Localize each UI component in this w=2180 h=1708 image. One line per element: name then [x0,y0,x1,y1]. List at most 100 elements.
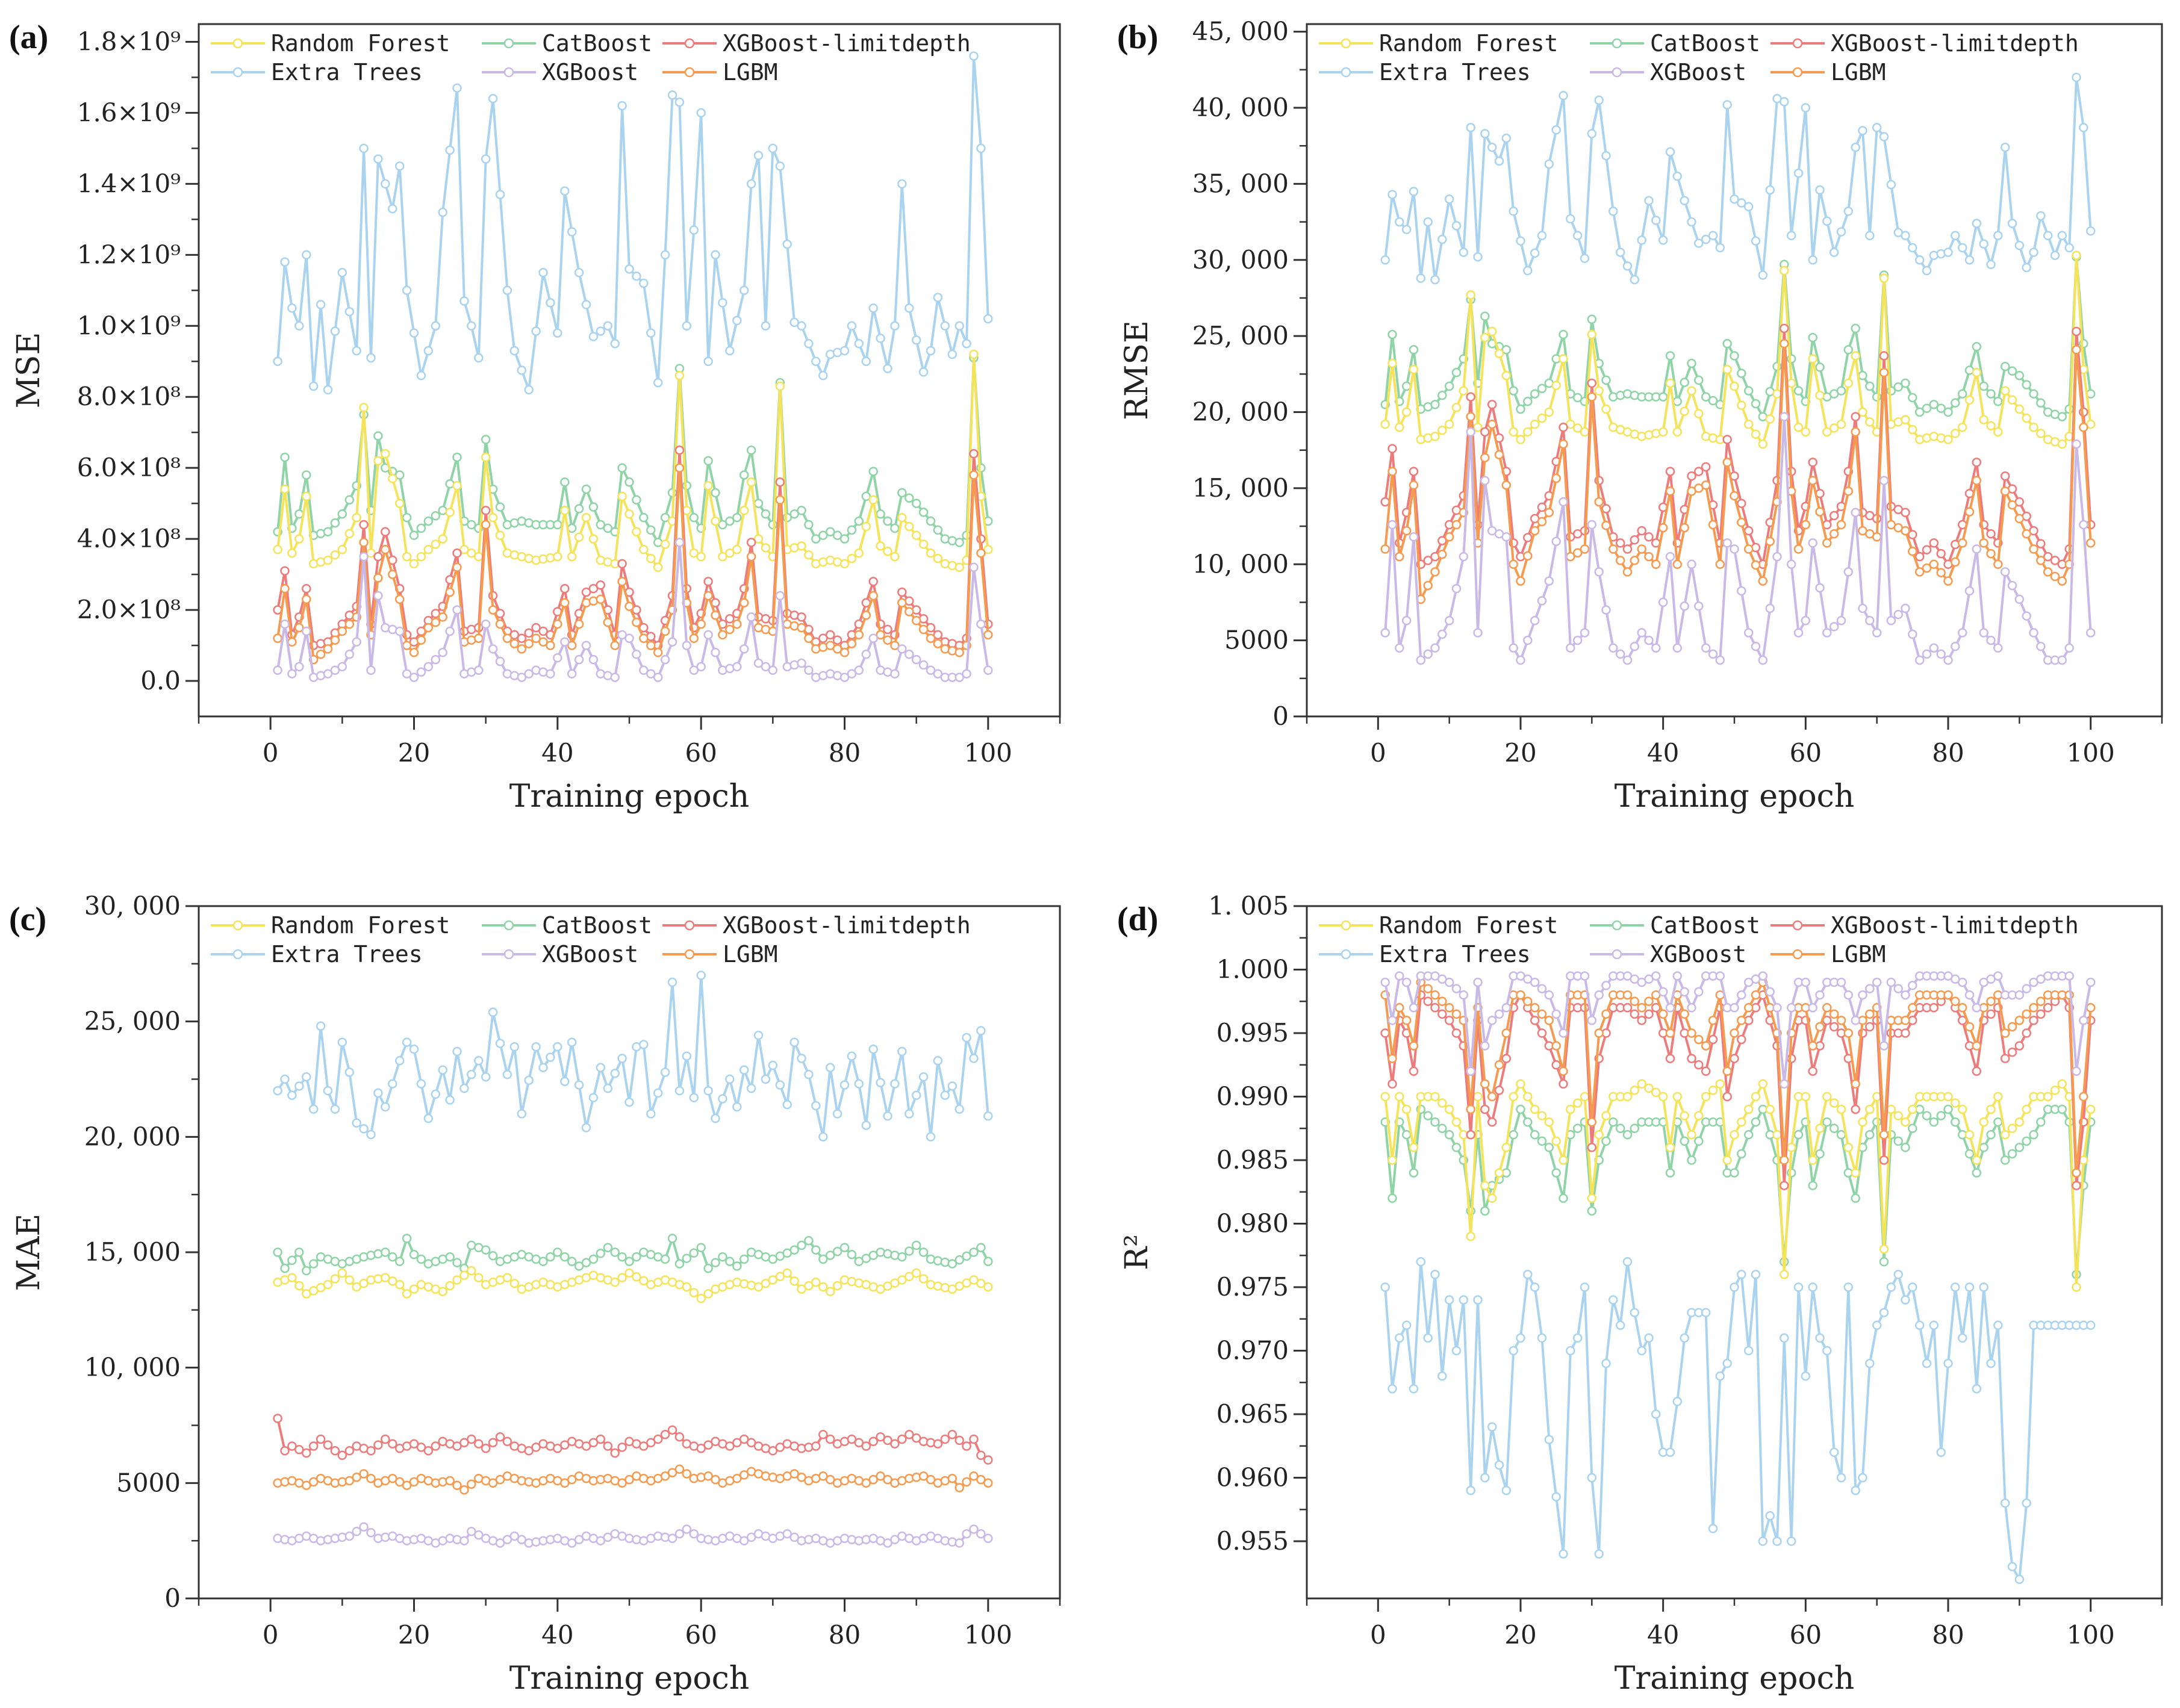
data-point [302,594,311,604]
data-point [1808,1003,1817,1013]
data-point [1423,1111,1433,1120]
data-point [1822,1117,1832,1127]
data-point [373,551,383,562]
data-point [1936,548,1946,559]
data-point [1409,532,1419,542]
data-point [588,534,599,544]
data-point [1964,255,1975,265]
data-point [273,665,282,675]
data-point [1901,990,1910,1000]
data-point [502,1436,512,1447]
x-tick-label: 40 [1647,738,1679,768]
data-point [596,1063,606,1073]
data-point [1758,655,1768,665]
data-point [2072,439,2081,449]
data-point [1993,971,2003,981]
data-point [531,1442,541,1452]
data-point [1936,1111,1946,1120]
data-point [789,1276,799,1286]
data-point [847,639,857,648]
data-point [1694,238,1704,248]
data-point [1395,1003,1404,1013]
data-point [294,1281,304,1291]
data-point [1665,351,1675,361]
data-point [1865,1358,1875,1368]
data-point [1951,641,1960,651]
data-point [574,504,584,514]
data-point [2036,1117,2046,1127]
data-point [1387,1384,1397,1394]
data-point [1401,407,1412,417]
data-point [1487,1016,1497,1025]
data-point [689,1248,699,1258]
data-point [2007,1149,2017,1159]
data-point [1972,1066,1982,1076]
data-point [467,321,476,331]
data-point [1480,1473,1490,1483]
data-point [431,539,441,549]
data-point [2064,971,2074,981]
data-point [388,1473,397,1483]
series-line-xgboost [1384,975,2092,1085]
data-point [366,1446,376,1456]
data-point [926,1132,936,1142]
data-point [1765,603,1775,613]
legend: Random Forest CatBoost XGBoost-limitdepthE… [1319,30,2079,85]
data-point [1786,559,1796,570]
data-point [1587,392,1597,402]
data-point [1637,628,1646,638]
data-point [1523,533,1533,542]
data-point [1865,1009,1875,1019]
data-point [1964,1149,1975,1159]
data-point [574,1261,584,1271]
data-point [1680,1009,1689,1019]
y-tick-label: 5000 [116,1468,181,1497]
data-point [1409,345,1419,355]
data-point [2043,1092,2053,1102]
data-point [746,1438,756,1448]
data-point [1815,362,1825,372]
legend-item-random-forest: Random Forest [1319,912,1558,939]
data-point [1943,1358,1953,1368]
data-point [481,1072,491,1082]
data-point [646,669,656,679]
data-point [1630,641,1640,651]
data-point [1566,643,1575,653]
data-point [667,1234,677,1243]
data-point [1423,580,1433,591]
data-point [1637,1016,1646,1025]
data-point [302,1265,311,1276]
data-point [1658,1009,1668,1019]
data-point [1986,1130,1996,1140]
data-point [1387,1079,1397,1089]
data-point [782,239,792,249]
data-point [711,488,720,498]
data-point [509,1042,520,1052]
data-point [1580,544,1590,554]
data-point [1680,601,1689,611]
legend-marker [1341,949,1351,960]
data-point [344,1067,355,1077]
data-point [2050,571,2060,582]
legend-item-random-forest: Random Forest [211,912,450,939]
data-point [1559,354,1568,364]
data-point [1459,386,1469,396]
data-point [1836,1473,1846,1483]
data-point [610,672,620,682]
data-point [2014,1143,2025,1152]
data-point [1986,635,1996,645]
data-point [1572,231,1583,241]
data-point [739,598,749,608]
data-point [538,637,548,647]
data-point [1387,329,1397,340]
data-point [839,559,850,569]
data-point [1808,458,1817,467]
data-point [632,617,641,627]
data-point [2057,1079,2067,1089]
data-point [459,1536,469,1545]
data-point [624,601,634,611]
data-point [1509,643,1518,653]
data-point [546,298,555,308]
series-catboost [273,1234,993,1276]
data-point [897,1046,907,1057]
